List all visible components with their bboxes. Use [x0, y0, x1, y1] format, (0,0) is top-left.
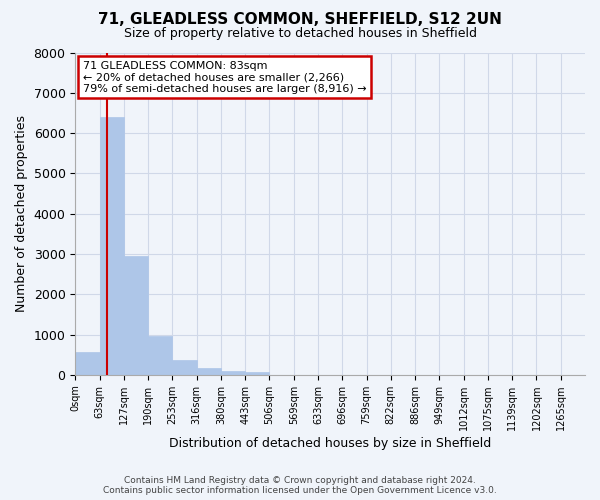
Bar — [100, 117, 124, 375]
Y-axis label: Number of detached properties: Number of detached properties — [15, 115, 28, 312]
Bar — [245, 372, 269, 375]
Bar — [148, 336, 172, 375]
Bar — [124, 256, 148, 375]
X-axis label: Distribution of detached houses by size in Sheffield: Distribution of detached houses by size … — [169, 437, 491, 450]
Text: Size of property relative to detached houses in Sheffield: Size of property relative to detached ho… — [124, 28, 476, 40]
Text: Contains HM Land Registry data © Crown copyright and database right 2024.
Contai: Contains HM Land Registry data © Crown c… — [103, 476, 497, 495]
Bar — [221, 371, 245, 375]
Bar — [172, 360, 197, 375]
Bar — [197, 368, 221, 375]
Text: 71, GLEADLESS COMMON, SHEFFIELD, S12 2UN: 71, GLEADLESS COMMON, SHEFFIELD, S12 2UN — [98, 12, 502, 28]
Text: 71 GLEADLESS COMMON: 83sqm
← 20% of detached houses are smaller (2,266)
79% of s: 71 GLEADLESS COMMON: 83sqm ← 20% of deta… — [83, 60, 367, 94]
Bar — [75, 352, 100, 375]
